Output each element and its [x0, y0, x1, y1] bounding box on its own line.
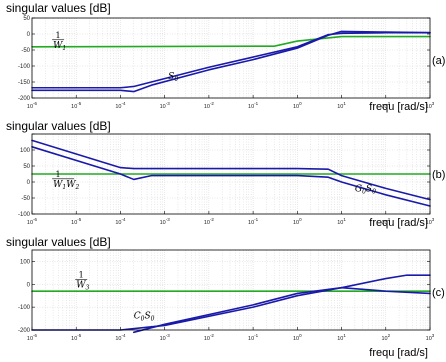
- x-tick-label: 102: [381, 101, 390, 110]
- x-tick-label: 10-3: [160, 101, 171, 110]
- x-tick-label: 10-1: [248, 333, 259, 342]
- x-tick-label: 10-1: [248, 217, 259, 226]
- y-tick-label: -100: [18, 64, 31, 70]
- y-tick-label: -200: [18, 328, 31, 334]
- chart-panel-b: -100 -50 0 50 100 10-6 10-5 10-4 10-3 10-2 10-1 100…: [6, 119, 445, 229]
- singular-value-line-1: [31, 139, 431, 201]
- x-tick-label: 10-6: [27, 101, 38, 110]
- fraction-numerator: 1: [56, 31, 61, 40]
- x-tick-label: 102: [381, 217, 390, 226]
- axes-frame: [31, 249, 431, 331]
- chart-panel-a: -200 -150 -100 -50 0 50 10-6 10-5 10-4 10-3 10-2 10…: [6, 1, 445, 113]
- weight-annotation: 1W1: [52, 31, 66, 52]
- curve-annotation: S0: [168, 72, 178, 83]
- singular-value-line-2: [31, 30, 431, 93]
- x-tick-label: 10-3: [160, 217, 171, 226]
- y-axis-label: singular values [dB]: [6, 235, 111, 249]
- x-tick-label: 10-4: [115, 217, 126, 226]
- x-tick-label: 103: [426, 217, 435, 226]
- fraction-numerator: 1: [56, 170, 61, 179]
- y-tick-label: 50: [23, 16, 30, 22]
- x-tick-label: 100: [293, 217, 302, 226]
- y-tick-label: 100: [20, 259, 31, 265]
- singular-value-line-1: [31, 274, 431, 331]
- y-tick-label: -100: [18, 212, 31, 218]
- grid: [31, 250, 431, 331]
- x-tick-label: 10-4: [115, 333, 126, 342]
- y-tick-label: 0: [27, 180, 31, 186]
- y-tick-label: 0: [27, 32, 31, 38]
- x-tick-label: 100: [293, 333, 302, 342]
- curve-annotation: G0S0: [355, 185, 376, 196]
- y-axis-label: singular values [dB]: [6, 119, 111, 133]
- fraction-denominator: W1W2: [53, 180, 79, 191]
- x-axis-label: frequ [rad/s]: [369, 217, 428, 229]
- y-tick-label: -200: [18, 96, 31, 102]
- fraction-numerator: 1: [79, 271, 84, 280]
- weight-annotation: 1W3: [75, 271, 89, 292]
- x-tick-label: 10-6: [27, 333, 38, 342]
- curve-annotation: C0S0: [134, 312, 155, 323]
- x-tick-label: 10-3: [160, 333, 171, 342]
- y-tick-label: 100: [20, 148, 31, 154]
- y-tick-label: -50: [21, 196, 30, 202]
- x-tick-label: 10-4: [115, 101, 126, 110]
- x-tick-label: 10-1: [248, 101, 259, 110]
- x-tick-label: 103: [426, 333, 435, 342]
- y-tick-label: 0: [27, 282, 31, 288]
- fraction-denominator: W3: [76, 281, 89, 292]
- x-tick-label: 10-5: [71, 101, 82, 110]
- axes-frame: [31, 17, 431, 99]
- axes-frame: [31, 133, 431, 215]
- x-axis-label: frequ [rad/s]: [369, 101, 428, 113]
- x-tick-label: 103: [426, 101, 435, 110]
- x-tick-label: 10-6: [27, 217, 38, 226]
- y-tick-label: -100: [18, 305, 31, 311]
- x-tick-label: 10-2: [204, 333, 215, 342]
- y-tick-label: 50: [23, 164, 30, 170]
- x-tick-label: 101: [337, 217, 346, 226]
- x-tick-label: 102: [381, 333, 390, 342]
- singular-value-line-1: [31, 31, 431, 89]
- x-tick-label: 101: [337, 333, 346, 342]
- x-tick-label: 10-2: [204, 101, 215, 110]
- singular-value-line-2: [132, 286, 431, 334]
- panel-label: (c): [432, 287, 445, 299]
- chart-panel-c: -200 -100 0 100 10-6 10-5 10-4 10-3 10-2 10-1 100 1…: [6, 235, 445, 359]
- singular-value-line-2: [31, 146, 431, 207]
- x-tick-label: 10-5: [71, 333, 82, 342]
- x-axis-label: frequ [rad/s]: [369, 347, 428, 359]
- y-tick-label: -150: [18, 80, 31, 86]
- weight-line-0: [31, 35, 431, 48]
- panel-label: (a): [432, 55, 445, 67]
- x-tick-label: 100: [293, 101, 302, 110]
- plot-area: [32, 18, 430, 98]
- x-tick-label: 10-5: [71, 217, 82, 226]
- panel-label: (b): [432, 169, 445, 181]
- fraction-denominator: W1: [53, 41, 66, 52]
- y-axis-label: singular values [dB]: [6, 1, 111, 15]
- x-tick-label: 101: [337, 101, 346, 110]
- x-tick-label: 10-2: [204, 217, 215, 226]
- y-tick-label: -50: [21, 48, 30, 54]
